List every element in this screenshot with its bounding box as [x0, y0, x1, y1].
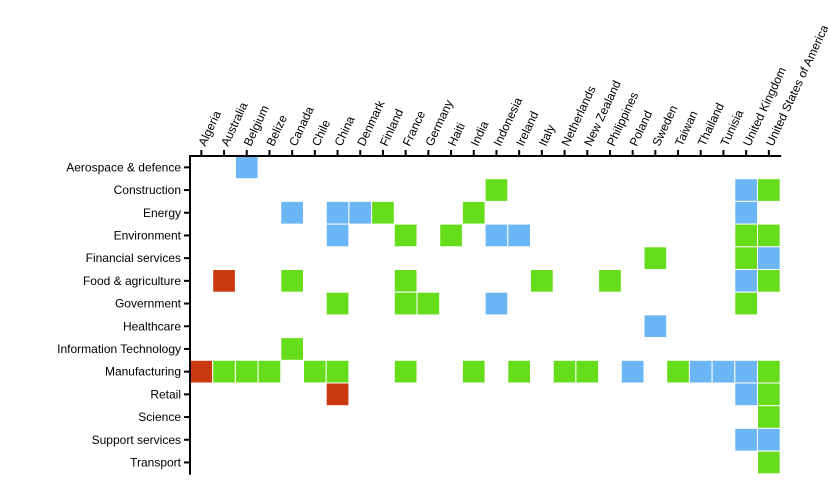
cell-united-kingdom-environment [734, 223, 758, 248]
cell-united-states-of-america-construction [757, 178, 781, 202]
cell-united-states-of-america-environment [757, 223, 781, 248]
cell-united-states-of-america-financial-services [757, 246, 781, 271]
x-tick-label-haiti: Haiti [445, 121, 468, 149]
cell-tunisia-manufacturing [711, 359, 736, 384]
cell-united-kingdom-construction [734, 178, 758, 202]
cell-china-government [325, 291, 350, 316]
cells-layer [189, 155, 781, 475]
cell-australia-manufacturing [212, 359, 236, 384]
cell-united-states-of-america-food-and-agriculture [757, 269, 781, 293]
y-tick-label-manufacturing: Manufacturing [105, 365, 181, 379]
cell-france-manufacturing [393, 359, 418, 384]
y-tick-label-information-technology: Information Technology [57, 342, 181, 356]
x-axis: AlgeriaAustraliaBelgiumBelizeCanadaChile… [189, 22, 828, 157]
y-axis: Aerospace & defence Construction Energy Env… [57, 155, 191, 475]
cell-haiti-environment [439, 223, 463, 248]
y-tick-label-government: Government [115, 297, 182, 311]
cell-india-manufacturing [461, 359, 486, 384]
cell-indonesia-environment [484, 223, 509, 248]
cell-philippines-food-and-agriculture [598, 269, 622, 293]
cell-netherlands-manufacturing [552, 359, 577, 384]
cell-china-manufacturing [325, 359, 350, 384]
x-tick-label-chile: Chile [309, 117, 333, 148]
cell-united-kingdom-support-services [734, 427, 758, 452]
cell-canada-food-and-agriculture [280, 269, 304, 293]
cell-taiwan-manufacturing [666, 359, 690, 384]
y-tick-label-support-services: Support services [92, 433, 181, 447]
cell-canada-energy [280, 200, 304, 225]
cell-belgium-manufacturing [234, 359, 259, 384]
cell-united-kingdom-retail [734, 382, 758, 407]
cell-algeria-manufacturing [189, 359, 214, 384]
y-tick-label-energy: Energy [143, 206, 181, 220]
y-tick-label-healthcare: Healthcare [123, 319, 181, 333]
cell-germany-government [416, 291, 441, 316]
cell-chile-manufacturing [303, 359, 327, 384]
y-tick-label-environment: Environment [114, 228, 182, 242]
cell-poland-manufacturing [620, 359, 645, 384]
cell-united-states-of-america-manufacturing [757, 359, 781, 384]
x-tick-label-india: India [468, 118, 492, 148]
y-tick-label-retail: Retail [150, 387, 181, 401]
y-tick-label-construction: Construction [114, 183, 181, 197]
cell-france-environment [393, 223, 418, 248]
cell-belgium-aerospace-and-defence [234, 155, 259, 180]
cell-china-retail [325, 382, 350, 407]
y-tick-label-science: Science [138, 410, 181, 424]
cell-indonesia-construction [484, 178, 509, 202]
cell-india-energy [461, 200, 486, 225]
cell-australia-food-and-agriculture [212, 269, 236, 293]
y-tick-label-aerospace-and-defence: Aerospace & defence [66, 160, 181, 174]
cell-indonesia-government [484, 291, 509, 316]
cell-united-kingdom-government [734, 291, 758, 316]
y-tick-label-food-and-agriculture: Food & agriculture [83, 274, 181, 288]
cell-thailand-manufacturing [688, 359, 713, 384]
y-tick-label-financial-services: Financial services [86, 251, 181, 265]
cell-united-states-of-america-retail [757, 382, 781, 407]
cell-united-states-of-america-science [757, 405, 781, 429]
cell-france-food-and-agriculture [393, 269, 418, 293]
cell-ireland-environment [507, 223, 531, 248]
cell-china-energy [325, 200, 350, 225]
cell-finland-energy [371, 200, 395, 225]
cell-belize-manufacturing [257, 359, 282, 384]
cell-canada-information-technology [280, 337, 304, 361]
cell-united-states-of-america-transport [757, 450, 781, 475]
cell-ireland-manufacturing [507, 359, 531, 384]
cell-united-kingdom-energy [734, 200, 758, 225]
y-tick-label-transport: Transport [130, 455, 182, 469]
cell-denmark-energy [348, 200, 373, 225]
x-tick-label-italy: Italy [536, 122, 558, 148]
cell-new-zealand-manufacturing [575, 359, 600, 384]
cell-china-environment [325, 223, 350, 248]
cell-italy-food-and-agriculture [530, 269, 554, 293]
cell-united-kingdom-manufacturing [734, 359, 758, 384]
cell-united-kingdom-food-and-agriculture [734, 269, 758, 293]
cell-united-kingdom-financial-services [734, 246, 758, 271]
cell-sweden-healthcare [643, 314, 668, 339]
cell-united-states-of-america-support-services [757, 427, 781, 452]
cell-france-government [393, 291, 418, 316]
cell-sweden-financial-services [643, 246, 668, 271]
